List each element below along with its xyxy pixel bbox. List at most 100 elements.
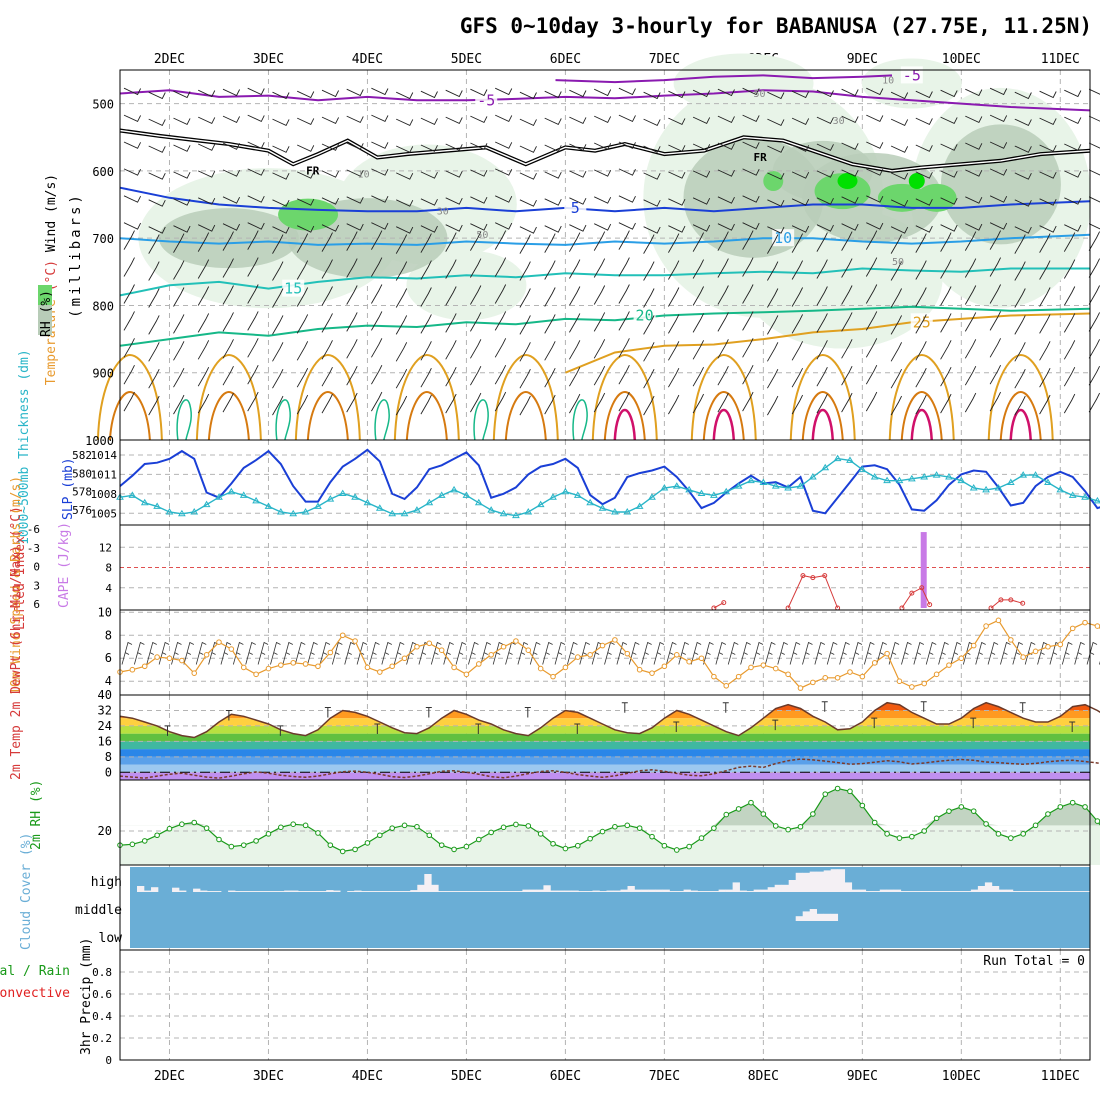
wind-barb [321,393,333,414]
wind-barb [742,114,760,122]
rh2m-point [649,833,655,840]
wind-speed-point [476,661,482,667]
wind-barb [940,89,958,98]
wind-barb [717,88,735,97]
wind-barb [791,144,810,152]
rh2m-point [253,838,259,844]
wind-barb [618,284,630,304]
wind-barb [470,231,482,251]
isotherm-line [119,186,1091,213]
high-cloud-bar [361,891,369,892]
lifted-index-line [990,599,1023,609]
wind-barb [866,222,884,230]
wind-barb [866,168,884,176]
wind-barb-10m [863,641,875,665]
wind-barb [494,338,507,358]
high-cloud-bar [543,885,551,892]
slp-line [119,448,1100,515]
precip-axis-label: 3hr Precip (mm) [79,938,94,1055]
high-cloud-bar [1033,891,1042,892]
wind-barb [1063,393,1076,414]
thickness-point [957,476,966,484]
wind-barb [445,340,457,360]
wind-barb [296,367,309,388]
wind-barb [841,196,859,204]
wind-barb [964,312,977,332]
high-cloud-bar [739,890,747,892]
high-cloud-bar [697,891,705,892]
high-cloud-bar [802,872,811,892]
thickness-point [883,476,891,484]
freezing-level-label: FR [753,151,767,164]
thickness-point [165,507,174,515]
wind-barb [1063,313,1076,333]
rh2m-point [476,836,482,843]
rh-contour-label: 50 [892,257,904,268]
high-cloud-bar [235,891,243,892]
rh2m-tick-label: 20 [98,824,112,838]
wind-barb [272,226,290,234]
wind-barb [173,198,191,206]
wind-barb [767,118,785,126]
wind-barb [173,367,185,388]
wind-barb [123,195,142,203]
thickness-tick-label: 582 [72,449,92,462]
wind-barb [989,114,1008,122]
wind-speed-point [166,655,173,662]
wind-barb [296,314,309,334]
wind-speed-point [352,638,358,644]
wind-barb [643,261,655,281]
thickness-point [1056,485,1065,493]
rh-shade-high [278,198,339,231]
high-cloud-bar [809,871,818,892]
wind-speed-point [822,674,829,681]
wind-barb [148,288,160,308]
cape-tick-label: 12 [99,541,112,554]
thickness-point [598,504,607,511]
wind-barb-10m [1037,641,1048,665]
temp-max-marker [871,717,878,729]
wind-barb [371,391,383,412]
rh2m-point [1008,835,1014,841]
wind-barb [964,285,977,305]
wind-barb [247,168,265,176]
high-cloud-bar [774,884,782,892]
lifted-index-line [901,587,931,609]
high-cloud-bar [977,886,986,892]
high-cloud-bar [970,889,979,892]
wind-barb [1064,170,1082,178]
wind-barb-10m [938,641,949,665]
rh2m-point [1032,822,1039,829]
wind-barb [123,391,135,412]
wind-barb [197,393,210,414]
wind-barb [470,169,488,177]
wind-speed-point [562,664,569,671]
high-cloud-bar [459,891,467,892]
rh2m-point [129,841,136,848]
wind-barb-10m [220,641,232,665]
lifted-index-point [927,602,933,608]
wind-barb [173,260,185,280]
wind-barb [791,314,804,334]
wind-barb [371,222,389,230]
wind-barb [519,288,531,308]
li-tick-label: 0 [33,561,40,574]
wind-barb [965,223,983,231]
rh2m-point [290,821,297,828]
wind-barb [1088,392,1100,413]
wind-barb [692,366,705,387]
wind-barb [791,171,810,179]
wind-barb [569,89,587,98]
rh-contour-label: 10 [358,170,370,181]
high-cloud-bar [830,869,839,892]
wind-barb-10m [987,641,999,665]
wind-speed-point [364,664,371,671]
wind-barb [247,195,265,203]
high-cloud-bar [865,891,874,892]
wind-barb [791,287,804,307]
wind-barb [544,314,556,334]
high-cloud-bar [753,889,761,892]
wind-barb [989,141,1008,149]
high-cloud-bar [1019,891,1028,892]
cloud-cover-background [130,867,1090,948]
